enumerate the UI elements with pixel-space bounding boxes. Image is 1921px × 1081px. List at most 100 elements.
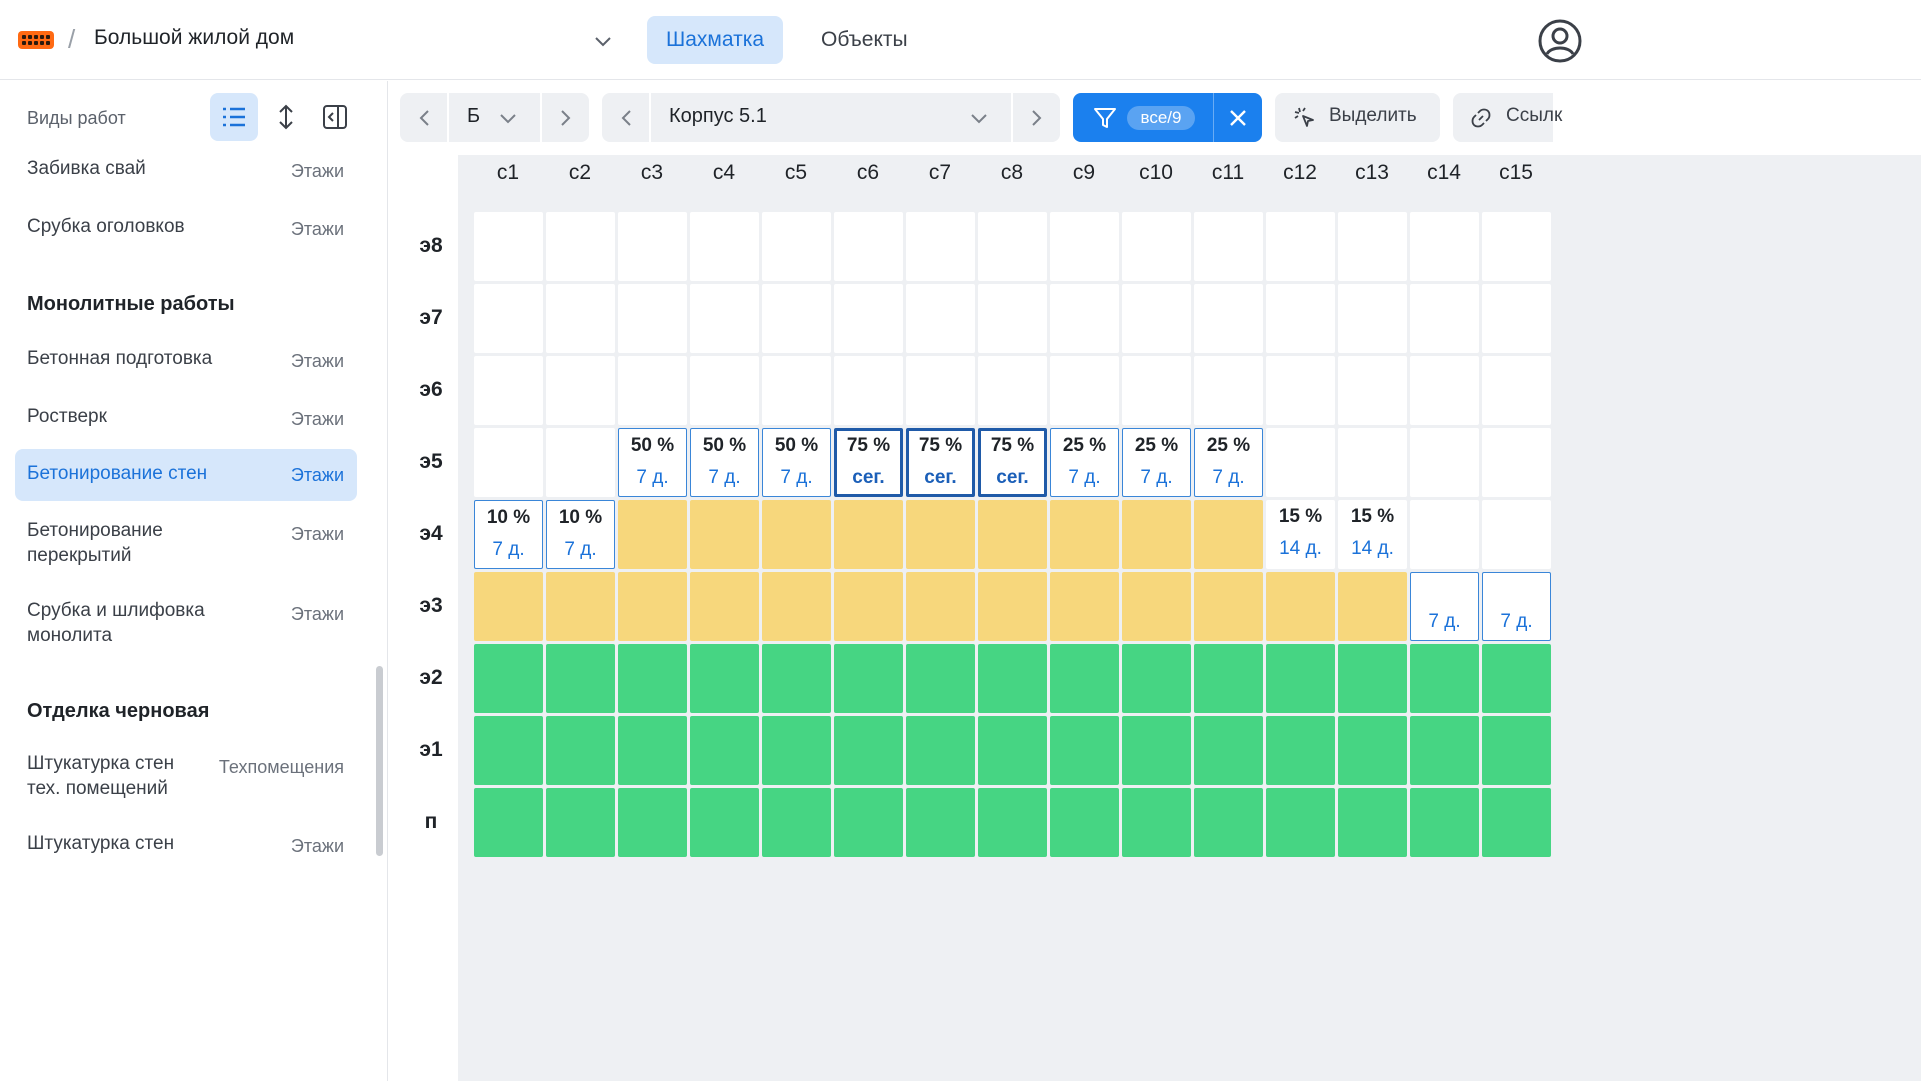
grid-cell[interactable] — [1266, 428, 1335, 497]
grid-cell[interactable] — [690, 500, 759, 569]
grid-cell[interactable] — [1266, 572, 1335, 641]
grid-cell[interactable] — [906, 356, 975, 425]
grid-cell[interactable] — [690, 284, 759, 353]
grid-cell[interactable] — [762, 572, 831, 641]
list-view-button[interactable] — [210, 93, 258, 141]
row-header[interactable]: э8 — [419, 234, 443, 257]
chevron-right-icon[interactable] — [1027, 108, 1045, 128]
column-header[interactable]: с7 — [928, 161, 952, 184]
grid-cell[interactable]: 25 % 7 д. — [1050, 428, 1119, 497]
grid-cell[interactable] — [1266, 716, 1335, 785]
grid-cell[interactable]: 50 % 7 д. — [690, 428, 759, 497]
grid-cell[interactable] — [1050, 284, 1119, 353]
grid-cell[interactable] — [618, 212, 687, 281]
grid-cell[interactable] — [1194, 212, 1263, 281]
grid-cell[interactable] — [1122, 716, 1191, 785]
grid-cell[interactable] — [1194, 644, 1263, 713]
sidebar-item-pile-cutting[interactable]: Срубка оголовков Этажи — [15, 214, 357, 254]
grid-cell[interactable] — [1194, 716, 1263, 785]
grid-cell[interactable] — [978, 500, 1047, 569]
grid-cell[interactable] — [1266, 644, 1335, 713]
sidebar-item-plaster-tech[interactable]: Штукатурка стен тех. помещений Техпомеще… — [15, 751, 357, 807]
grid-cell[interactable] — [834, 500, 903, 569]
chevron-left-icon[interactable] — [416, 108, 434, 128]
link-button[interactable]: Ссылк — [1453, 93, 1562, 142]
grid-cell[interactable] — [1410, 284, 1479, 353]
grid-cell[interactable] — [1410, 500, 1479, 569]
sidebar-item-grillage[interactable]: Ростверк Этажи — [15, 404, 357, 444]
grid-cell[interactable] — [978, 788, 1047, 857]
grid-cell[interactable] — [1482, 212, 1551, 281]
section-select-value[interactable]: Б — [467, 105, 481, 127]
row-header[interactable]: э7 — [419, 306, 443, 329]
grid-cell[interactable] — [1122, 788, 1191, 857]
grid-cell[interactable] — [1050, 716, 1119, 785]
grid-cell[interactable] — [906, 572, 975, 641]
grid-cell[interactable] — [690, 644, 759, 713]
grid-cell[interactable] — [762, 356, 831, 425]
grid-cell[interactable]: 10 % 7 д. — [546, 500, 615, 569]
grid-cell[interactable]: 50 % 7 д. — [762, 428, 831, 497]
grid-cell[interactable] — [1266, 788, 1335, 857]
user-avatar-icon[interactable] — [1537, 18, 1583, 64]
grid-cell[interactable] — [978, 356, 1047, 425]
grid-cell[interactable] — [906, 788, 975, 857]
chevron-down-icon[interactable] — [592, 30, 614, 52]
column-header[interactable]: с8 — [1000, 161, 1024, 184]
grid-cell[interactable] — [834, 788, 903, 857]
row-header[interactable]: э4 — [419, 522, 443, 545]
grid-cell[interactable] — [978, 284, 1047, 353]
grid-cell[interactable] — [978, 644, 1047, 713]
grid-cell[interactable] — [546, 428, 615, 497]
grid-cell[interactable] — [1482, 428, 1551, 497]
grid-cell[interactable] — [1266, 284, 1335, 353]
collapse-sidebar-button[interactable] — [311, 93, 359, 141]
grid-cell[interactable] — [1410, 716, 1479, 785]
grid-cell[interactable]: 75 % сег. — [834, 428, 903, 497]
grid-cell[interactable] — [906, 500, 975, 569]
grid-cell[interactable] — [1482, 284, 1551, 353]
grid-cell[interactable] — [1482, 644, 1551, 713]
grid-cell[interactable] — [618, 716, 687, 785]
chevron-down-icon[interactable] — [969, 108, 989, 128]
grid-cell[interactable] — [1338, 788, 1407, 857]
filter-button[interactable]: все/9 — [1073, 93, 1262, 142]
grid-cell[interactable] — [546, 716, 615, 785]
grid-cell[interactable] — [474, 284, 543, 353]
grid-cell[interactable] — [546, 644, 615, 713]
grid-cell[interactable] — [618, 644, 687, 713]
column-header[interactable]: с6 — [856, 161, 880, 184]
app-logo-icon[interactable] — [18, 31, 54, 49]
sidebar-item-plaster[interactable]: Штукатурка стен Этажи — [15, 831, 357, 871]
grid-cell[interactable] — [834, 572, 903, 641]
grid-cell[interactable] — [1194, 284, 1263, 353]
grid-cell[interactable] — [1194, 500, 1263, 569]
column-header[interactable]: с11 — [1211, 161, 1245, 184]
chevron-left-icon[interactable] — [618, 108, 636, 128]
grid-cell[interactable] — [834, 284, 903, 353]
sidebar-item-concrete-prep[interactable]: Бетонная подготовка Этажи — [15, 346, 357, 386]
grid-cell[interactable] — [834, 356, 903, 425]
grid-cell[interactable] — [1050, 356, 1119, 425]
grid-cell[interactable] — [906, 644, 975, 713]
grid-cell[interactable] — [474, 212, 543, 281]
sidebar-item-monolith-grinding[interactable]: Срубка и шлифовка монолита Этажи — [15, 598, 357, 654]
grid-cell[interactable] — [1410, 788, 1479, 857]
grid-cell[interactable] — [1194, 788, 1263, 857]
grid-cell[interactable] — [1050, 572, 1119, 641]
chevron-right-icon[interactable] — [556, 108, 574, 128]
grid-cell[interactable] — [1122, 644, 1191, 713]
grid-cell[interactable] — [1122, 212, 1191, 281]
building-select-value[interactable]: Корпус 5.1 — [669, 105, 767, 127]
grid-cell[interactable] — [546, 284, 615, 353]
column-header[interactable]: с9 — [1072, 161, 1096, 184]
grid-cell[interactable] — [690, 716, 759, 785]
grid-cell[interactable]: 50 % 7 д. — [618, 428, 687, 497]
grid-cell[interactable] — [906, 716, 975, 785]
column-header[interactable]: с1 — [496, 161, 520, 184]
tab-chessboard[interactable]: Шахматка — [647, 16, 784, 64]
row-header[interactable]: э1 — [419, 738, 443, 761]
grid-cell[interactable]: 7 д. — [1410, 572, 1479, 641]
grid-cell[interactable]: 75 % сег. — [906, 428, 975, 497]
grid-cell[interactable] — [474, 644, 543, 713]
